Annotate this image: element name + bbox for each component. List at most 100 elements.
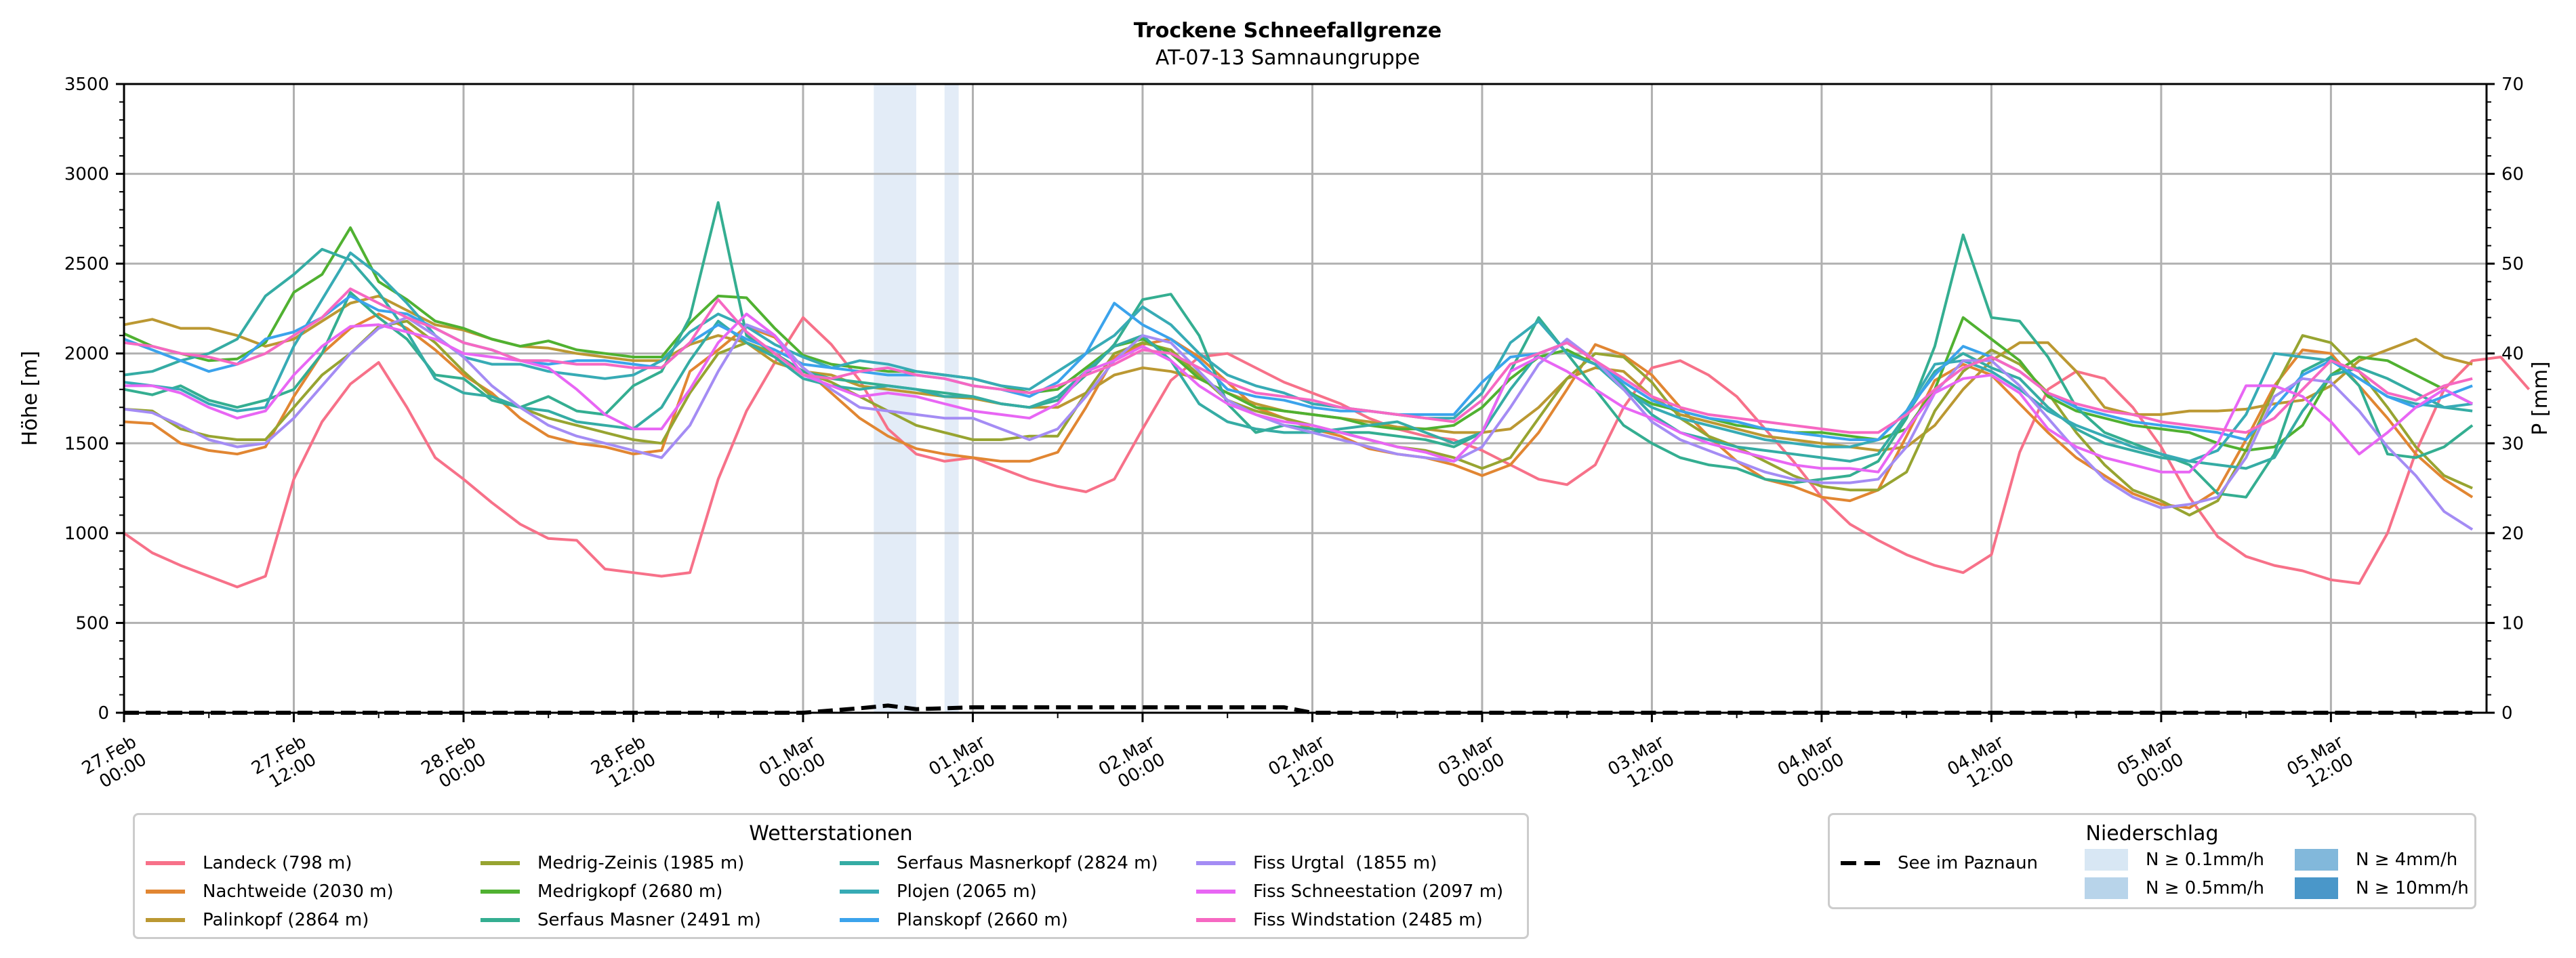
series-line-0 (123, 316, 2531, 589)
legend-label: N ≥ 0.5mm/h (2146, 878, 2265, 898)
y2-tick-label: 0 (2501, 703, 2513, 724)
series-line-11 (123, 287, 2473, 434)
legend-item-precip-class: N ≥ 4mm/h (2295, 849, 2457, 871)
legend-label: Fiss Schneestation (2097 m) (1253, 881, 1504, 902)
y2-axis-label: P [mm] (2529, 361, 2552, 435)
y2-tick-label: 20 (2501, 524, 2524, 544)
legend-stations: Wetterstationen Landeck (798 m) Nachtweid… (133, 813, 1529, 939)
legend-line-icon (146, 861, 185, 865)
legend-swatch-icon (2295, 849, 2338, 871)
plot-frame (123, 83, 2488, 714)
legend-label: Serfaus Masnerkopf (2824 m) (897, 853, 1158, 873)
series-line-4 (123, 226, 2474, 452)
legend-label: Fiss Windstation (2485 m) (1253, 910, 1483, 930)
precip-bands (874, 84, 959, 713)
legend-line-icon (840, 918, 879, 922)
legend-precip-title: Niederschlag (2085, 822, 2219, 846)
legend-item-station: Nachtweide (2030 m) (146, 881, 394, 902)
legend-precip: Niederschlag See im Paznaun N ≥ 0.1mm/h N… (1828, 813, 2476, 909)
legend-item-station: Fiss Windstation (2485 m) (1196, 910, 1483, 930)
legend-item-station: Medrigkopf (2680 m) (481, 881, 722, 902)
legend-label: Fiss Urgtal (1855 m) (1253, 853, 1437, 873)
legend-item-station: Fiss Urgtal (1855 m) (1196, 853, 1437, 873)
precip-band-1 (944, 84, 959, 713)
precip-line-see-im-paznaun (124, 703, 2473, 715)
y-tick-label: 1500 (64, 434, 109, 454)
y-tick-label: 2000 (64, 344, 109, 365)
legend-label: Medrig-Zeinis (1985 m) (537, 853, 745, 873)
legend-item-station: Landeck (798 m) (146, 853, 352, 873)
legend-label: Serfaus Masner (2491 m) (537, 910, 761, 930)
legend-line-icon (840, 861, 879, 865)
y2-tick-label: 70 (2501, 75, 2524, 95)
legend-label: N ≥ 10mm/h (2356, 878, 2469, 898)
chart-title: Trockene Schneefallgrenze (1134, 19, 1442, 43)
y2-tick-label: 10 (2501, 613, 2524, 633)
legend-label: Landeck (798 m) (203, 853, 352, 873)
legend-label: See im Paznaun (1898, 853, 2039, 873)
y-tick-label: 500 (75, 613, 109, 633)
legend-line-icon (481, 918, 520, 922)
series-line-8 (123, 294, 2473, 441)
y2-tick-label: 30 (2501, 434, 2524, 454)
legend-label: Medrigkopf (2680 m) (537, 881, 723, 902)
legend-line-icon (146, 890, 185, 894)
legend-swatch-icon (2295, 877, 2338, 899)
legend-label: N ≥ 0.1mm/h (2146, 850, 2265, 870)
legend-item-station: Plojen (2065 m) (840, 881, 1037, 902)
legend-swatch-icon (2085, 877, 2128, 899)
chart-subtitle: AT-07-13 Samnaungruppe (1156, 46, 1420, 70)
legend-label: Nachtweide (2030 m) (203, 881, 394, 902)
legend-item-precip-class: N ≥ 10mm/h (2295, 877, 2469, 899)
legend-swatch-icon (2085, 849, 2128, 871)
legend-item-station: Serfaus Masnerkopf (2824 m) (840, 853, 1158, 873)
y-tick-label: 3500 (64, 75, 109, 95)
legend-line-icon (146, 918, 185, 922)
precip-band-0 (874, 84, 916, 713)
legend-label: Planskopf (2660 m) (897, 910, 1068, 930)
legend-label: N ≥ 4mm/h (2356, 850, 2458, 870)
series-line-9 (123, 316, 2474, 531)
legend-item-precip-class: N ≥ 0.5mm/h (2085, 877, 2264, 899)
dashed-line-icon (1841, 861, 1880, 865)
series-line-6 (123, 247, 2473, 470)
legend-item-station: Fiss Schneestation (2097 m) (1196, 881, 1503, 902)
legend-line-icon (1196, 918, 1235, 922)
y2-tick-label: 50 (2501, 254, 2524, 274)
legend-item-precip-class: N ≥ 0.1mm/h (2085, 849, 2264, 871)
y-tick-label: 1000 (64, 524, 109, 544)
legend-item-station: Palinkopf (2864 m) (146, 910, 369, 930)
y-axis-label: Höhe [m] (18, 351, 42, 446)
y-tick-label: 0 (98, 703, 109, 724)
series-lines (123, 201, 2531, 589)
y2-tick-label: 60 (2501, 165, 2524, 185)
series-line-5 (123, 201, 2474, 499)
legend-label: Palinkopf (2864 m) (203, 910, 369, 930)
y-tick-label: 3000 (64, 165, 109, 185)
legend-item-station: Medrig-Zeinis (1985 m) (481, 853, 744, 873)
legend-line-icon (840, 890, 879, 894)
y-tick-label: 2500 (64, 254, 109, 274)
legend-label: Plojen (2065 m) (897, 881, 1037, 902)
legend-stations-title: Wetterstationen (749, 822, 913, 846)
precip-line (124, 703, 2473, 715)
legend-line-icon (1196, 861, 1235, 865)
legend-line-icon (481, 861, 520, 865)
legend-line-icon (1196, 890, 1235, 894)
y2-tick-label: 40 (2501, 344, 2524, 365)
